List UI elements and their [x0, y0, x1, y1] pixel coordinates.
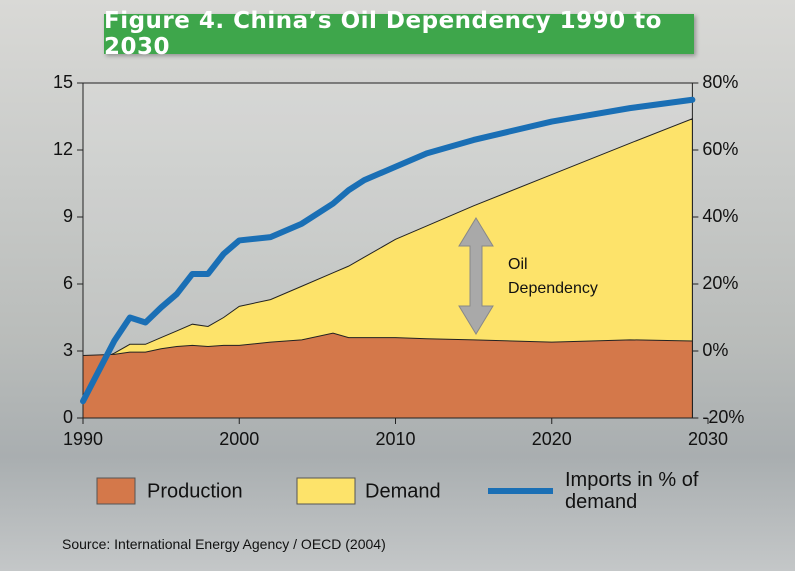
y-tick-label: 3	[63, 340, 73, 360]
chart-title: Figure 4. China’s Oil Dependency 1990 to…	[104, 8, 694, 60]
legend-swatch	[96, 477, 136, 505]
legend-label: Production	[147, 480, 243, 502]
y-tick-label: 15	[53, 72, 73, 92]
y2-tick-label: -20%	[702, 407, 744, 427]
x-tick-label: 2000	[219, 429, 259, 449]
y-tick-label: 0	[63, 407, 73, 427]
y-tick-label: 6	[63, 273, 73, 293]
legend-label: Imports in % of demand	[565, 469, 699, 513]
x-tick-label: 2030	[688, 429, 728, 449]
dependency-arrow	[458, 217, 494, 335]
annotation-line: Dependency	[508, 280, 598, 297]
line	[80, 96, 696, 405]
x-tick-label: 1990	[63, 429, 103, 449]
y2-tick-label: 0%	[702, 340, 728, 360]
y2-tick-label: 20%	[702, 273, 738, 293]
y-tick-label: 12	[53, 139, 73, 159]
x-tick-label: 2020	[532, 429, 572, 449]
y2-tick-label: 40%	[702, 206, 738, 226]
area	[82, 332, 693, 419]
annotation: Oil Dependency	[508, 253, 598, 301]
source: Source: International Energy Agency / OE…	[62, 536, 386, 552]
y2-tick-label: 60%	[702, 139, 738, 159]
y2-tick-label: 80%	[702, 72, 738, 92]
y-tick-label: 9	[63, 206, 73, 226]
x-tick-label: 2010	[375, 429, 415, 449]
annotation-line: Oil	[508, 256, 528, 273]
legend-label: Demand	[365, 480, 441, 502]
legend-swatch	[296, 477, 356, 505]
